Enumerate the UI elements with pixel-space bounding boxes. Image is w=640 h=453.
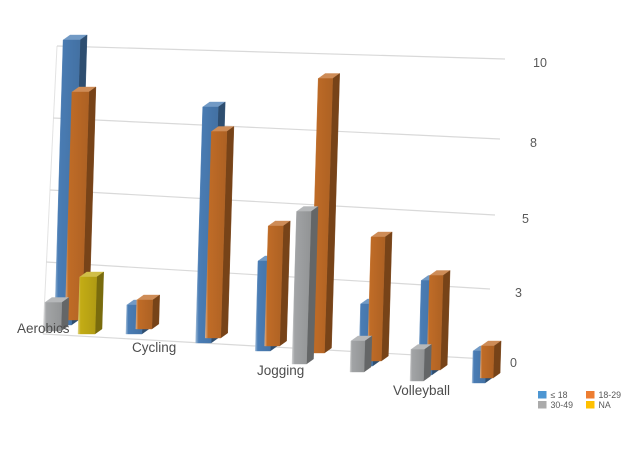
category-label-jogging: Jogging	[257, 363, 304, 378]
bar-face	[264, 225, 284, 347]
bar-face	[349, 340, 366, 373]
bar-18-29-c3	[264, 220, 291, 347]
bar-30-49-c0	[43, 297, 70, 332]
bar-18-29-c6	[426, 270, 451, 371]
bar-face	[423, 344, 432, 382]
bar-30-49-c4	[291, 206, 319, 365]
bar-face	[409, 349, 425, 382]
legend: ≤ 18 18-29 30-49 NA	[538, 390, 621, 410]
bar-18-29-c1	[135, 294, 161, 330]
bar-face	[77, 276, 97, 335]
bar-30-49-c6	[409, 344, 433, 382]
bar-30-49-c5	[349, 335, 373, 373]
bar-face	[64, 91, 90, 321]
gridline-5	[49, 189, 496, 216]
bar-face	[363, 335, 373, 373]
legend-swatch-icon	[538, 401, 547, 409]
bar-face	[479, 345, 495, 379]
category-label-volleyball: Volleyball	[393, 383, 450, 398]
legend-label: 18-29	[599, 390, 622, 400]
bar-face	[151, 294, 160, 330]
bar-face	[492, 340, 502, 379]
bar-face	[43, 302, 63, 332]
legend-swatch-icon	[586, 401, 595, 409]
bar-face	[291, 211, 312, 365]
bar-face	[367, 236, 386, 362]
y-tick-label-3: 3	[515, 286, 522, 300]
bar-18-29-c7	[479, 340, 502, 379]
category-label-cycling: Cycling	[132, 340, 176, 355]
y-tick-label-10: 10	[533, 56, 547, 70]
legend-label: ≤ 18	[551, 390, 568, 400]
legend-label: 30-49	[551, 400, 574, 410]
y-tick-label-8: 8	[530, 136, 537, 150]
bar-face	[135, 299, 153, 330]
gridline-10	[56, 45, 506, 60]
gridline-8	[52, 117, 501, 140]
y-tick-label-0: 0	[510, 356, 517, 370]
y-tick-label-5: 5	[522, 212, 529, 226]
legend-item-18: ≤ 18	[538, 390, 568, 400]
bar-18-29-c2	[205, 126, 235, 339]
legend-label: NA	[599, 400, 611, 410]
category-label-aerobics: Aerobics	[17, 321, 70, 336]
legend-swatch-icon	[538, 391, 547, 399]
bar-18-29-c5	[367, 231, 393, 362]
legend-swatch-icon	[586, 391, 595, 399]
bar-na-c0	[77, 271, 105, 335]
bar-face	[205, 131, 228, 339]
bar-18-29-c0	[64, 86, 97, 321]
legend-item-1829: 18-29	[586, 390, 621, 400]
legend-item-3049: 30-49	[538, 400, 573, 410]
legend-item-na: NA	[586, 400, 611, 410]
